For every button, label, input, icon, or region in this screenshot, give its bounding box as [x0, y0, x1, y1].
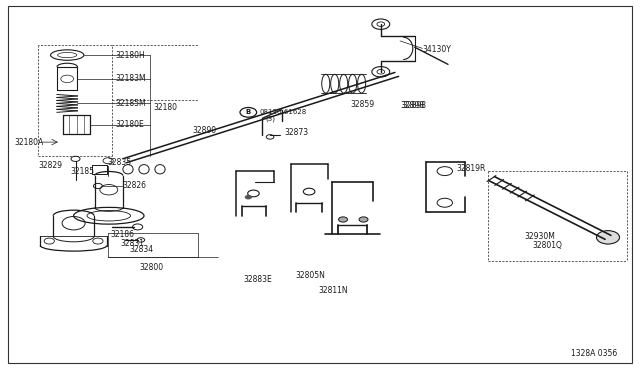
Text: 32183M: 32183M: [115, 74, 146, 83]
Text: 32898: 32898: [400, 101, 424, 110]
Text: (3): (3): [266, 116, 276, 122]
Text: 32185M: 32185M: [115, 99, 146, 108]
Text: 32898: 32898: [402, 101, 426, 110]
Text: 32801Q: 32801Q: [532, 241, 563, 250]
Text: 32930M: 32930M: [525, 232, 556, 241]
Text: B: B: [246, 109, 251, 115]
Text: 32800: 32800: [140, 263, 164, 272]
Circle shape: [245, 195, 252, 199]
Text: 32831: 32831: [120, 239, 145, 248]
Circle shape: [339, 217, 348, 222]
Text: 32180A: 32180A: [14, 138, 44, 147]
Text: 32811N: 32811N: [319, 286, 348, 295]
Text: 1328A 0356: 1328A 0356: [572, 349, 618, 358]
Text: 32829: 32829: [38, 161, 63, 170]
Text: 32180: 32180: [154, 103, 178, 112]
Text: 32883E: 32883E: [243, 275, 272, 284]
Text: 32873: 32873: [285, 128, 309, 137]
Text: 32835: 32835: [108, 158, 132, 167]
Text: 32819R: 32819R: [456, 164, 486, 173]
Text: 32834: 32834: [129, 245, 154, 254]
Text: 32180E: 32180E: [115, 120, 144, 129]
Circle shape: [596, 231, 620, 244]
Text: 34130Y: 34130Y: [422, 45, 451, 54]
Text: 32826: 32826: [123, 182, 147, 190]
Text: 32805N: 32805N: [296, 271, 326, 280]
Circle shape: [359, 217, 368, 222]
Text: 08120-61628: 08120-61628: [259, 109, 307, 115]
Text: 32185: 32185: [70, 167, 95, 176]
Text: 32890: 32890: [192, 126, 216, 135]
Text: 32180H: 32180H: [115, 51, 145, 60]
Text: 32859: 32859: [351, 100, 375, 109]
Text: 32186: 32186: [110, 230, 134, 239]
